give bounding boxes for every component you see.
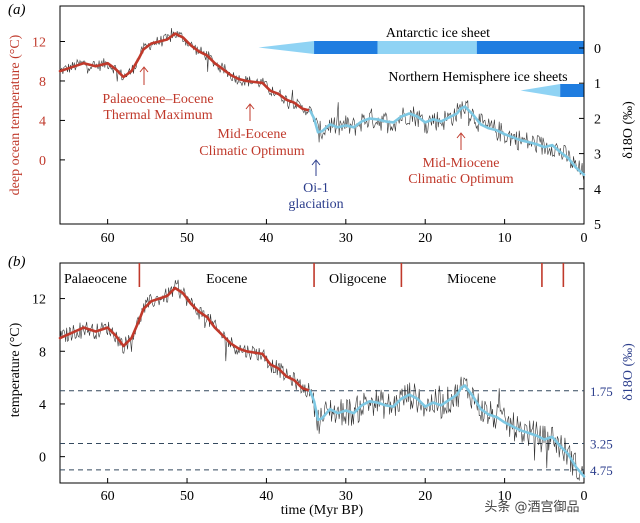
ice-sheet-segment bbox=[377, 41, 477, 54]
y-tick-label: 12 bbox=[32, 293, 46, 308]
reference-line-label: 1.75 bbox=[590, 384, 613, 399]
right-tick-label: 5 bbox=[594, 218, 601, 233]
panel-b-frame bbox=[59, 262, 585, 484]
panel-a-ylabel-left: deep ocean temperature (°C) bbox=[8, 34, 23, 195]
mmco-label-line2: Climatic Optimum bbox=[408, 172, 513, 187]
epoch-label-oligocene: Oligocene bbox=[329, 272, 387, 287]
oi1-label-line2: glaciation bbox=[288, 197, 343, 212]
y-tick-label: 12 bbox=[32, 36, 46, 51]
petm-label-line2: Thermal Maximum bbox=[103, 108, 212, 123]
right-tick-label: 3 bbox=[594, 148, 601, 163]
epoch-label-palaeocene: Palaeocene bbox=[64, 272, 127, 287]
y-tick-label: 4 bbox=[39, 114, 46, 129]
y-tick-label: 8 bbox=[39, 75, 46, 90]
epoch-strip: Palaeocene Eocene Oligocene Miocene bbox=[64, 263, 565, 287]
oi1-arrowhead bbox=[311, 159, 321, 166]
panel-a-smoothed-lines bbox=[58, 32, 586, 176]
panel-a-x-ticks: 60 50 40 30 20 10 0 bbox=[101, 219, 588, 246]
watermark-text: 头条 @酒宫御品 bbox=[484, 499, 579, 515]
oi1-label-line1: Oi-1 bbox=[303, 181, 329, 196]
x-tick-label: 20 bbox=[418, 489, 432, 504]
y-tick-label: 4 bbox=[39, 398, 46, 413]
mmco-arrowhead bbox=[456, 132, 466, 139]
panel-b-noise-trace bbox=[59, 279, 585, 482]
panel-b-series-line-cool bbox=[308, 384, 586, 478]
annotation-meco: Mid-Eocene Climatic Optimum bbox=[199, 103, 305, 159]
panel-b-series-line-warm bbox=[58, 286, 312, 393]
x-tick-label: 50 bbox=[180, 231, 194, 246]
panel-b-ylabel-right: δ18O (‰) bbox=[621, 343, 636, 401]
panel-a-series-line-warm bbox=[58, 32, 312, 112]
mmco-label-line1: Mid-Miocene bbox=[423, 156, 500, 171]
reference-line-label: 3.25 bbox=[590, 436, 613, 451]
panel-a-y-ticks-left: 0 4 8 12 bbox=[32, 36, 65, 169]
x-tick-label: 60 bbox=[101, 489, 115, 504]
y-tick-label: 0 bbox=[39, 154, 46, 169]
x-tick-label: 40 bbox=[259, 231, 273, 246]
x-tick-label: 30 bbox=[339, 489, 353, 504]
right-tick-label: 2 bbox=[594, 112, 601, 127]
x-tick-label: 20 bbox=[418, 231, 432, 246]
y-tick-label: 8 bbox=[39, 345, 46, 360]
panel-a-y-ticks-right: 0 1 2 3 4 5 bbox=[579, 42, 601, 233]
y-tick-label: 0 bbox=[39, 451, 46, 466]
x-tick-label: 40 bbox=[259, 489, 273, 504]
right-tick-label: 1 bbox=[594, 77, 601, 92]
panel-b-x-ticks: 60 50 40 30 20 10 0 bbox=[101, 478, 588, 504]
ice-sheet-wedge bbox=[258, 41, 315, 54]
right-tick-label: 0 bbox=[594, 42, 601, 57]
ice-sheet-segment bbox=[314, 41, 378, 54]
panel-b-label: (b) bbox=[8, 254, 26, 270]
reference-lines: 1.75 3.25 4.75 bbox=[60, 384, 613, 478]
nh-ice-label: Northern Hemisphere ice sheets bbox=[388, 70, 567, 85]
meco-label-line2: Climatic Optimum bbox=[199, 144, 304, 159]
epoch-label-eocene: Eocene bbox=[206, 272, 247, 287]
panel-a-label: (a) bbox=[8, 2, 26, 18]
ice-sheet-segment bbox=[476, 41, 584, 54]
panel-b-ylabel-left: temperature (°C) bbox=[8, 322, 23, 417]
ice-sheet-segment bbox=[560, 84, 584, 97]
annotation-oi1: Oi-1 glaciation bbox=[288, 159, 344, 212]
panel-b: (b) Palaeocene Eocene Oligocene Miocene 1.7… bbox=[8, 254, 636, 518]
petm-arrowhead bbox=[139, 66, 149, 73]
x-tick-label: 10 bbox=[498, 231, 512, 246]
ice-sheet-wedge bbox=[520, 84, 561, 97]
meco-label-line1: Mid-Eocene bbox=[217, 127, 286, 142]
panel-a: (a) Antarctic ice sheet Northern Hemisph… bbox=[8, 2, 636, 246]
panel-a-frame bbox=[59, 5, 585, 225]
x-tick-label: 60 bbox=[101, 231, 115, 246]
panel-b-y-ticks-left: 0 4 8 12 bbox=[32, 293, 65, 466]
panel-a-ylabel-right: δ18O (‰) bbox=[621, 101, 636, 159]
antarctic-ice-label: Antarctic ice sheet bbox=[386, 26, 490, 41]
annotation-mmco: Mid-Miocene Climatic Optimum bbox=[408, 132, 514, 187]
annotation-petm: Palaeocene–Eocene Thermal Maximum bbox=[102, 66, 214, 123]
x-tick-label: 50 bbox=[180, 489, 194, 504]
panel-b-xlabel: time (Myr BP) bbox=[281, 503, 364, 518]
petm-label-line1: Palaeocene–Eocene bbox=[102, 92, 213, 107]
reference-line-label: 4.75 bbox=[590, 463, 613, 478]
panel-b-noise-line bbox=[59, 279, 585, 482]
x-tick-label: 0 bbox=[581, 231, 588, 246]
x-tick-label: 10 bbox=[498, 489, 512, 504]
x-tick-label: 0 bbox=[581, 489, 588, 504]
epoch-label-miocene: Miocene bbox=[447, 272, 496, 287]
meco-arrowhead bbox=[245, 103, 255, 110]
panel-b-smoothed-lines bbox=[58, 286, 586, 478]
panel-a-series-line-cool bbox=[308, 105, 586, 176]
right-tick-label: 4 bbox=[594, 183, 601, 198]
ice-sheet-bars bbox=[258, 41, 584, 97]
x-tick-label: 30 bbox=[339, 231, 353, 246]
